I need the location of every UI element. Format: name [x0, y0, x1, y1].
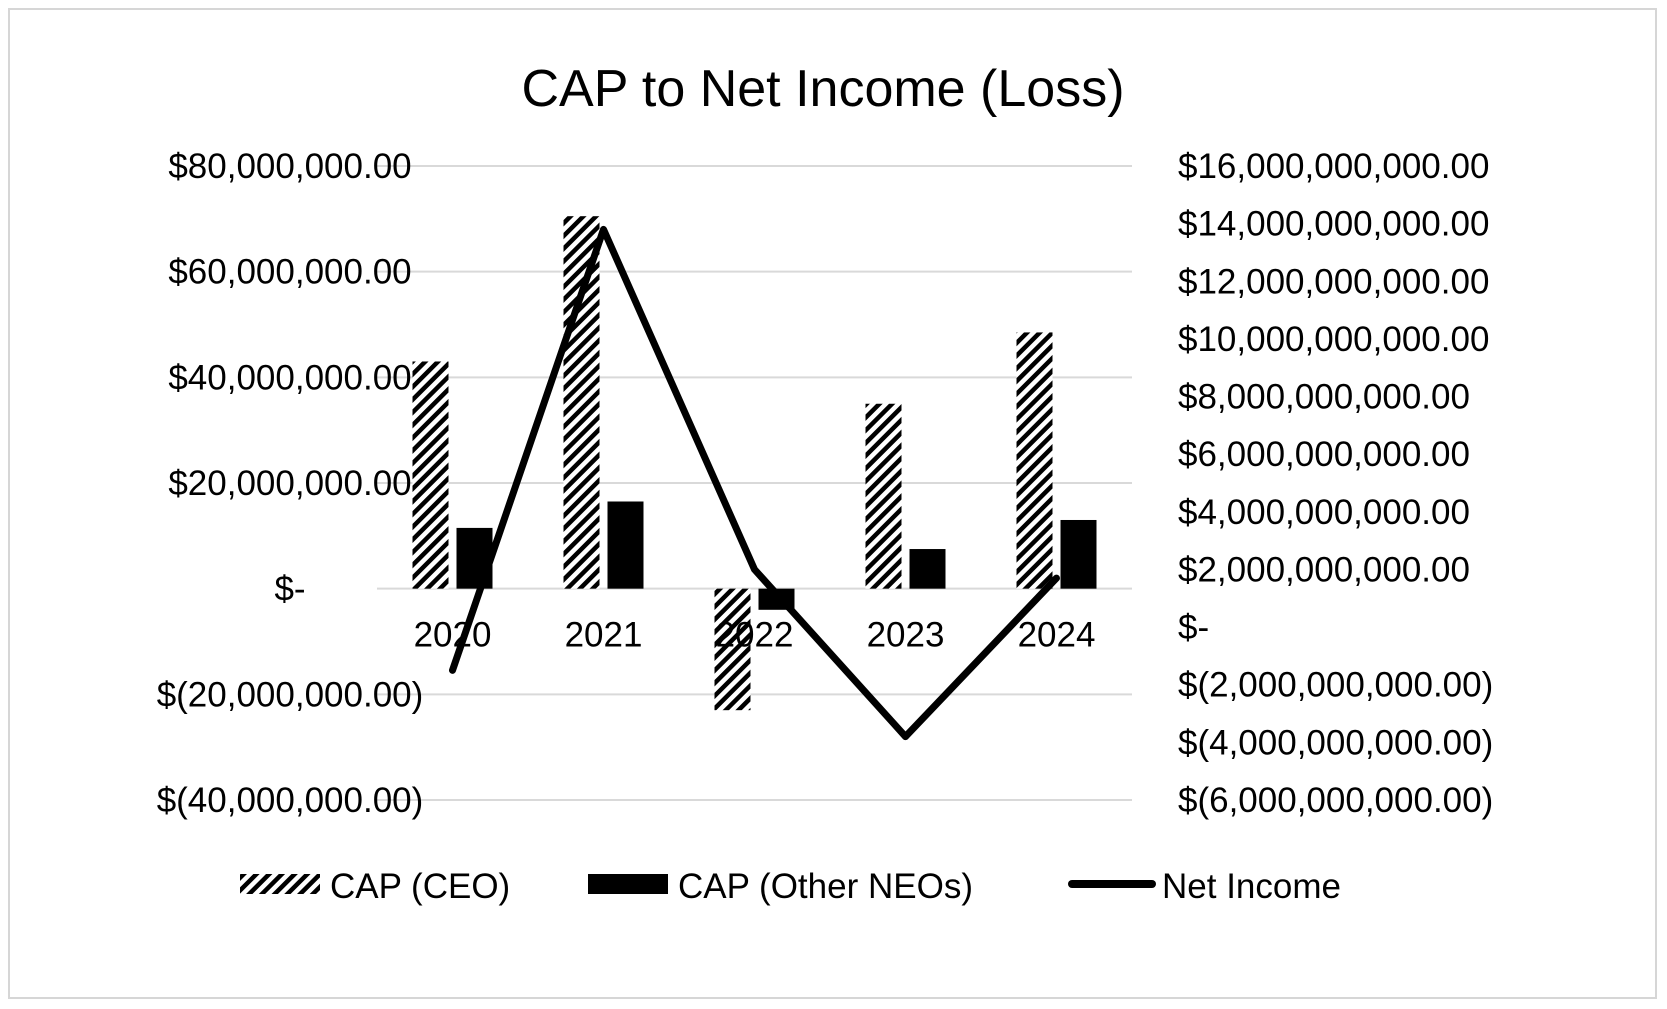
right-tick-label-7: $2,000,000,000.00: [1178, 550, 1470, 589]
net-income-point-2024: [1056, 577, 1057, 579]
right-tick-label-3: $10,000,000,000.00: [1178, 320, 1489, 359]
bar-series: [412, 216, 1097, 711]
net-income-point-2020: [452, 669, 453, 671]
left-tick-label-2: $40,000,000.00: [168, 358, 411, 397]
legend-item-cap-ceo: CAP (CEO): [240, 867, 510, 906]
right-tick-label-2: $12,000,000,000.00: [1178, 262, 1489, 301]
right-tick-label-9: $(2,000,000,000.00): [1178, 666, 1493, 705]
bar-cap-other-neos-2021: [607, 501, 644, 589]
right-tick-label-8: $-: [1178, 608, 1209, 647]
bar-cap-ceo-2022: [714, 588, 751, 711]
chart-frame: CAP to Net Income (Loss) $80,000,000.00 $…: [8, 8, 1657, 999]
right-tick-label-5: $6,000,000,000.00: [1178, 435, 1470, 474]
left-tick-label-0: $80,000,000.00: [168, 147, 411, 186]
right-tick-label-11: $(6,000,000,000.00): [1178, 781, 1493, 820]
net-income-point-2023: [905, 736, 906, 738]
left-tick-label-3: $20,000,000.00: [168, 464, 411, 503]
legend-swatch-cap-other-neos: [588, 874, 668, 894]
gridlines: [377, 165, 1132, 801]
x-tick-label-2021: 2021: [565, 616, 643, 655]
legend-item-cap-other-neos: CAP (Other NEOs): [588, 867, 973, 906]
legend: CAP (CEO) CAP (Other NEOs) Net Income: [240, 867, 1341, 906]
x-tick-label-2023: 2023: [867, 616, 945, 655]
legend-label-cap-other-neos: CAP (Other NEOs): [678, 867, 973, 906]
legend-label-net-income: Net Income: [1162, 867, 1341, 906]
legend-swatch-cap-ceo: [240, 874, 320, 894]
chart-svg: CAP to Net Income (Loss) $80,000,000.00$…: [157, 60, 1494, 906]
left-axis-tick-labels: $80,000,000.00 $60,000,000.00 $40,000,000.…: [157, 147, 424, 820]
right-tick-label-0: $16,000,000,000.00: [1178, 147, 1489, 186]
bar-cap-ceo-2021: [563, 216, 600, 589]
x-tick-label-2020: 2020: [414, 616, 492, 655]
x-tick-label-2022: 2022: [716, 616, 794, 655]
legend-label-cap-ceo: CAP (CEO): [330, 867, 510, 906]
bar-cap-ceo-2020: [412, 361, 449, 589]
left-tick-label-6: $(40,000,000.00): [157, 781, 424, 820]
bar-cap-ceo-2024: [1016, 332, 1053, 589]
bar-cap-ceo-2023: [865, 403, 902, 589]
net-income-point-2022: [754, 568, 755, 570]
bar-cap-other-neos-2023: [909, 549, 946, 589]
chart-title: CAP to Net Income (Loss): [521, 60, 1124, 118]
legend-item-net-income: Net Income: [1068, 867, 1341, 906]
right-axis-tick-labels: $16,000,000,000.00 $14,000,000,000.00 $12,…: [1178, 147, 1493, 820]
left-tick-label-4: $-: [274, 570, 305, 609]
net-income-point-2021: [603, 228, 604, 230]
right-tick-label-6: $4,000,000,000.00: [1178, 493, 1470, 532]
left-tick-label-1: $60,000,000.00: [168, 253, 411, 292]
left-tick-label-5: $(20,000,000.00): [157, 675, 424, 714]
right-tick-label-4: $8,000,000,000.00: [1178, 378, 1470, 417]
bar-cap-other-neos-2024: [1060, 519, 1097, 589]
line-series: [449, 225, 1060, 741]
right-tick-label-1: $14,000,000,000.00: [1178, 205, 1489, 244]
x-tick-label-2024: 2024: [1018, 616, 1096, 655]
x-axis-tick-labels: 2020 2021 2022 2023 2024: [414, 616, 1096, 655]
right-tick-label-10: $(4,000,000,000.00): [1178, 723, 1493, 762]
